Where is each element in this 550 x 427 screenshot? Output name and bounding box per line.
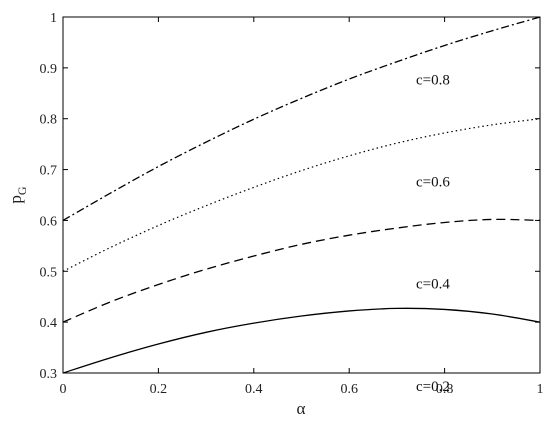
y-tick-label: 0.3	[40, 367, 58, 382]
series-annotation: c=0.2	[416, 379, 450, 395]
y-axis-title: pG	[6, 186, 29, 204]
y-tick-label: 0.7	[40, 164, 58, 179]
series-line-4	[62, 307, 541, 374]
x-axis-title: α	[297, 399, 306, 418]
x-tick-label: 0	[60, 382, 67, 397]
y-tick-label: 0.5	[40, 265, 58, 280]
x-tick-label: 0.2	[150, 382, 168, 397]
labels-layer: c=0.8 c=0.6 c=0.4 c=0.2	[416, 73, 450, 395]
y-tick-label: 0.6	[40, 214, 58, 229]
ticks-layer: 0 0.2 0.4 0.6 0.8 1 0.3 0.4 0.5 0.6 0.7 0.8 0.9 1	[40, 11, 544, 397]
x-tick-label: 1	[537, 382, 544, 397]
series-layer	[62, 16, 541, 374]
y-tick-label: 1	[50, 11, 57, 26]
y-tick-label: 0.8	[40, 113, 58, 128]
series-annotation: c=0.4	[416, 277, 450, 293]
x-tick-label: 0.4	[245, 382, 263, 397]
series-annotation: c=0.8	[416, 73, 450, 89]
series-line-1	[62, 16, 541, 221]
x-tick-label: 0.8	[436, 382, 454, 397]
x-tick-label: 0.6	[340, 382, 358, 397]
series-line-3	[62, 218, 541, 323]
y-tick-label: 0.4	[40, 316, 58, 331]
series-line-2	[62, 118, 541, 272]
y-tick-label: 0.9	[40, 62, 58, 77]
plot-frame	[62, 16, 541, 374]
y-axis-title-subscript: G	[15, 186, 29, 195]
y-axis-title-main: p	[6, 195, 25, 204]
series-annotation: c=0.6	[416, 174, 450, 190]
